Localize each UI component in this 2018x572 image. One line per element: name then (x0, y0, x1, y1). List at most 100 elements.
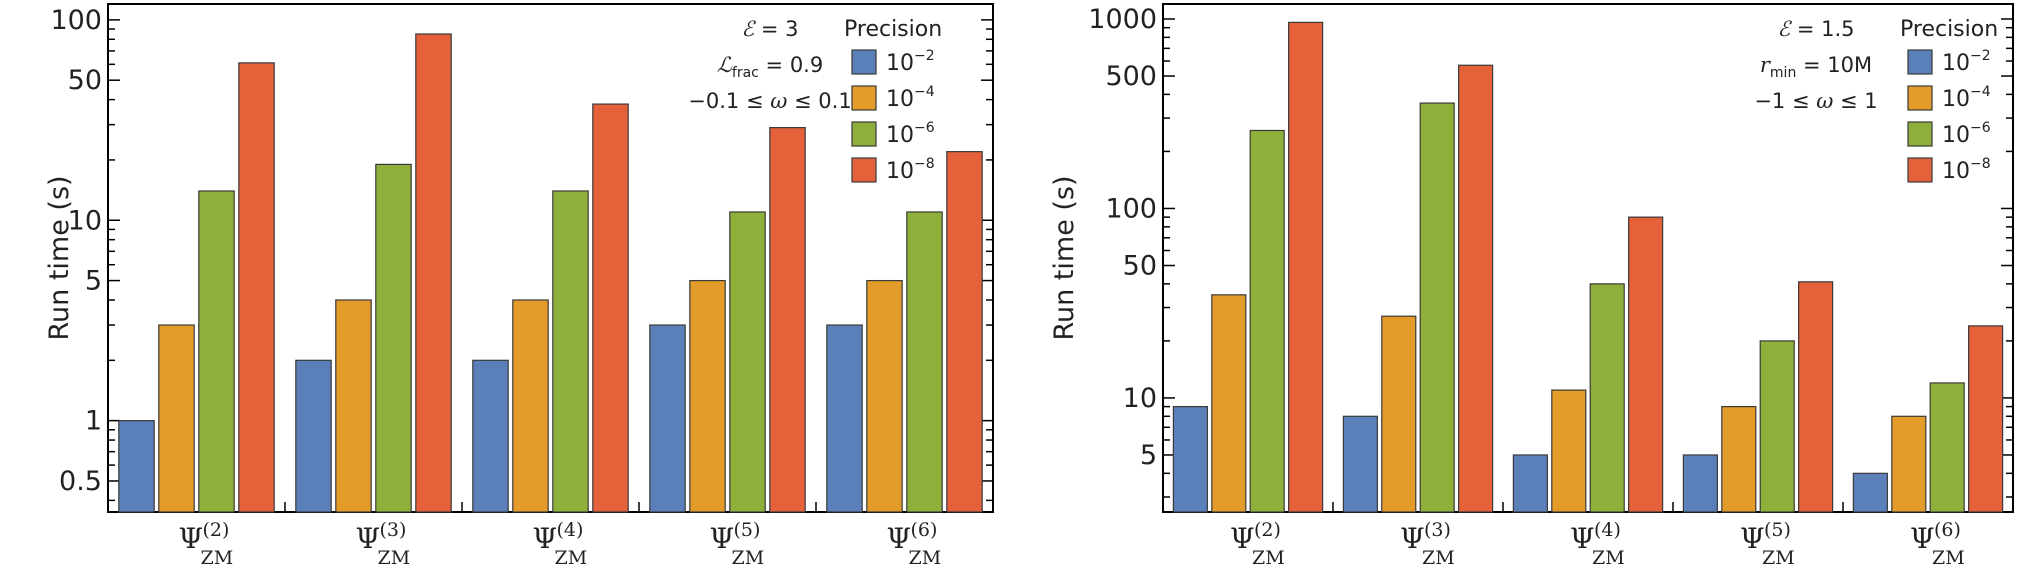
x-category-label: Ψ (887, 522, 912, 555)
bar-5-series-2 (729, 211, 766, 513)
bar-4-series-2 (552, 190, 589, 513)
legend-swatch-3 (851, 157, 877, 183)
bar-4-series-1 (512, 299, 549, 513)
bar-5-series-3 (1798, 281, 1834, 513)
bar-2-series-1 (1211, 294, 1247, 513)
annotation-0: ℰ = 1.5 (1777, 17, 1854, 41)
bar-2-series-3 (1288, 21, 1324, 513)
bar-5-series-0 (649, 324, 686, 513)
bar-6-series-2 (906, 211, 943, 513)
x-category-label: Ψ (533, 522, 558, 555)
x-category-subscript: ZM (909, 547, 942, 569)
legend-label-3: 10−8 (886, 156, 935, 184)
y-tick-label: 50 (68, 65, 102, 96)
x-category-superscript: (2) (1254, 519, 1281, 541)
x-category-superscript: (3) (380, 519, 407, 541)
x-category-label: Ψ (1740, 522, 1765, 555)
x-category-label: Ψ (1570, 522, 1595, 555)
bar-6-series-1 (866, 279, 903, 513)
x-category-label: Ψ (710, 522, 735, 555)
bar-6-series-0 (1852, 472, 1888, 513)
bar-4-series-0 (1512, 454, 1548, 513)
annotation-1: rmin = 10M (1760, 53, 1872, 81)
legend-swatch-1 (851, 85, 877, 111)
x-category-subscript: ZM (1592, 547, 1625, 569)
x-category-subscript: ZM (378, 547, 411, 569)
legend-title: Precision (1900, 17, 1998, 42)
y-tick-label: 10 (68, 205, 102, 236)
legend: Precision 10−2 10−4 10−6 10−8 (844, 17, 942, 184)
bar-3-series-0 (295, 359, 332, 513)
x-category-subscript: ZM (732, 547, 765, 569)
bar-2-series-2 (198, 190, 235, 513)
y-tick-label: 0.5 (59, 466, 102, 497)
legend-swatch-3 (1907, 157, 1933, 183)
x-category-label: Ψ (179, 522, 204, 555)
x-category-label: Ψ (1230, 522, 1255, 555)
bar-6-series-3 (946, 151, 983, 513)
x-category-subscript: ZM (1932, 547, 1965, 569)
bar-6-series-3 (1968, 325, 2004, 513)
x-category-superscript: (4) (1594, 519, 1621, 541)
plot-frame (1162, 3, 2014, 513)
bar-5-series-2 (1759, 340, 1795, 513)
bar-6-series-1 (1891, 415, 1927, 513)
x-category-superscript: (5) (1764, 519, 1791, 541)
bar-6-series-0 (826, 324, 863, 513)
bar-3-series-0 (1342, 415, 1378, 513)
x-category-label: Ψ (1400, 522, 1425, 555)
bar-3-series-2 (1419, 102, 1455, 513)
bar-2-series-2 (1249, 129, 1285, 513)
bar-6-series-2 (1929, 382, 1965, 513)
y-tick-label: 5 (1140, 440, 1157, 471)
annotation-0: ℰ = 3 (741, 17, 798, 41)
legend-label-2: 10−6 (886, 120, 935, 148)
legend-label-0: 10−2 (1942, 48, 1991, 76)
legend: Precision 10−2 10−4 10−6 10−8 (1900, 17, 1998, 184)
x-category-superscript: (2) (203, 519, 230, 541)
bar-3-series-3 (1458, 64, 1494, 513)
x-category-superscript: (6) (911, 519, 938, 541)
bar-5-series-0 (1682, 454, 1718, 513)
y-tick-label: 100 (50, 5, 102, 36)
y-tick-label: 5 (85, 266, 102, 297)
x-category-superscript: (3) (1424, 519, 1451, 541)
x-category-label: Ψ (356, 522, 381, 555)
annotation-2: −0.1 ≤ ω ≤ 0.1 (688, 89, 851, 113)
annotation-2: −1 ≤ ω ≤ 1 (1754, 89, 1877, 113)
legend-label-1: 10−4 (886, 84, 935, 112)
y-tick-label: 10 (1123, 383, 1157, 414)
bar-3-series-1 (335, 299, 372, 513)
legend-swatch-2 (1907, 121, 1933, 147)
bar-5-series-3 (769, 126, 806, 513)
x-category-subscript: ZM (555, 547, 588, 569)
bar-3-series-3 (415, 33, 452, 513)
y-tick-label: 50 (1123, 251, 1157, 282)
bar-5-series-1 (689, 279, 726, 513)
x-category-superscript: (5) (734, 519, 761, 541)
legend-label-0: 10−2 (886, 48, 935, 76)
bar-4-series-1 (1551, 389, 1587, 513)
bar-2-series-1 (158, 324, 195, 513)
bar-3-series-2 (375, 163, 412, 513)
x-category-superscript: (6) (1934, 519, 1961, 541)
legend-swatch-2 (851, 121, 877, 147)
bar-2-series-0 (118, 420, 155, 513)
bar-4-series-3 (1628, 216, 1664, 513)
bar-4-series-3 (592, 103, 629, 513)
x-category-subscript: ZM (1252, 547, 1285, 569)
bar-2-series-3 (238, 62, 275, 513)
legend-label-2: 10−6 (1942, 120, 1991, 148)
legend-title: Precision (844, 17, 942, 42)
y-axis-label: Run time (s) (44, 175, 75, 340)
bar-4-series-0 (472, 359, 509, 513)
legend-label-1: 10−4 (1942, 84, 1991, 112)
x-category-superscript: (4) (557, 519, 584, 541)
plot-frame (107, 3, 994, 513)
legend-swatch-0 (851, 49, 877, 75)
bar-2-series-0 (1172, 406, 1208, 513)
legend-swatch-1 (1907, 85, 1933, 111)
x-category-subscript: ZM (1422, 547, 1455, 569)
